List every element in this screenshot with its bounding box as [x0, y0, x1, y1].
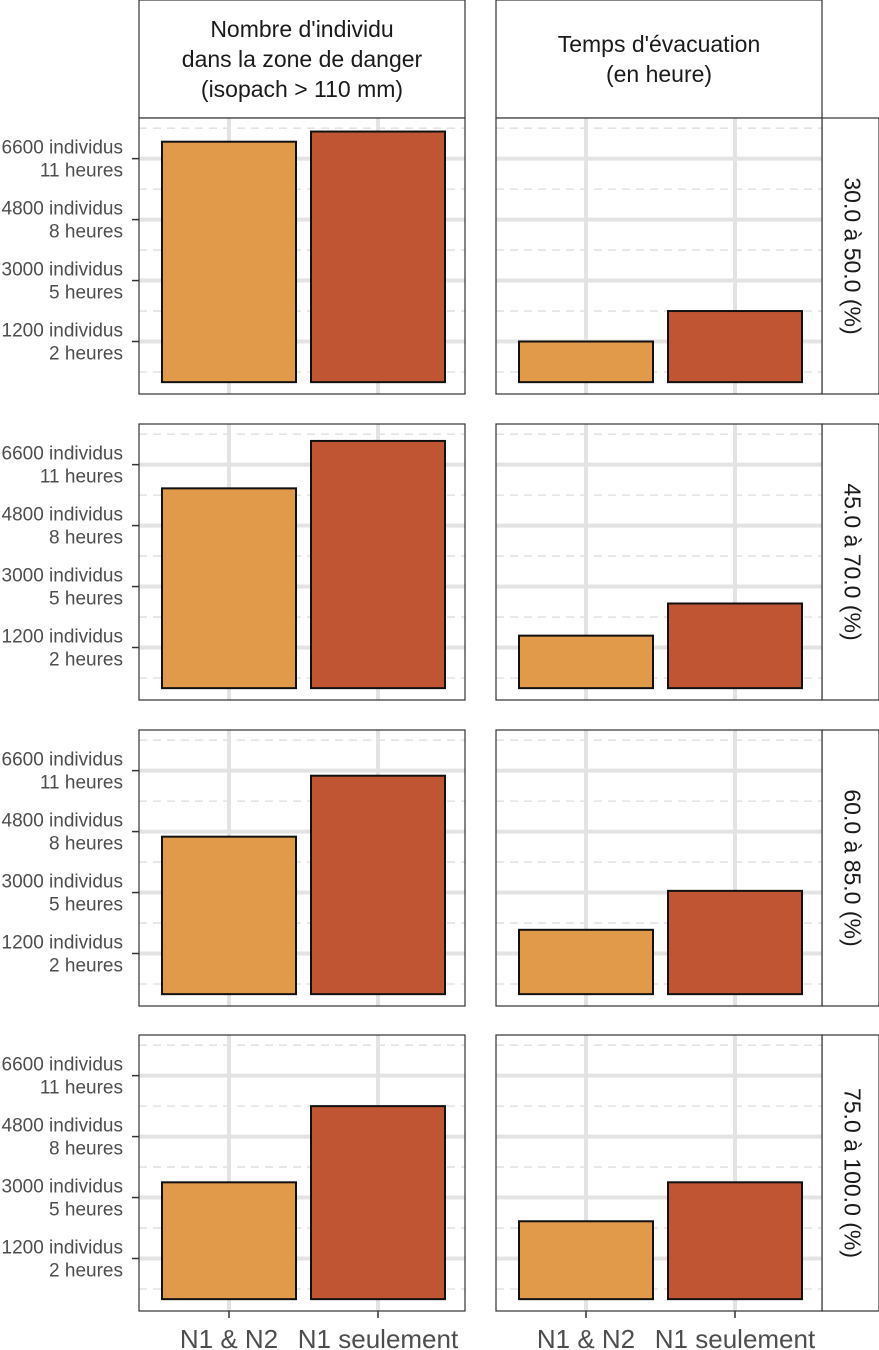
bar-n1-seulement	[667, 310, 803, 384]
y-tick-label: 8 heures	[49, 528, 123, 549]
y-tick-label: 4800 individus	[2, 1116, 123, 1137]
strip-right-row-3: 60.0 à 85.0 (%)	[821, 729, 879, 1007]
bar-n1-seulement	[667, 602, 803, 690]
y-tick-label: 11 heures	[40, 467, 123, 488]
row-label: 30.0 à 50.0 (%)	[839, 177, 865, 334]
panel-border	[138, 729, 466, 1007]
y-tick-label: 1200 individus	[2, 1238, 123, 1259]
y-tick-label: 11 heures	[40, 161, 123, 182]
x-tick-label: N1 & N2	[180, 1324, 278, 1350]
y-tick-label: 4800 individus	[2, 199, 123, 220]
y-tick-label: 1200 individus	[2, 321, 123, 342]
bar-n1-n2	[161, 487, 297, 690]
column-title-line: (en heure)	[606, 61, 712, 87]
y-tick-label: 3000 individus	[2, 566, 123, 587]
panel-border	[495, 1034, 823, 1312]
row-label: 60.0 à 85.0 (%)	[839, 789, 865, 946]
y-tick-label: 8 heures	[49, 222, 123, 243]
y-tick-label: 11 heures	[40, 773, 123, 794]
y-tick-label: 3000 individus	[2, 1177, 123, 1198]
strip-top-box	[495, 0, 823, 119]
bar-n1-n2	[161, 835, 297, 996]
y-tick-label: 2 heures	[49, 1261, 123, 1282]
strip-top-individus: Nombre d'individu dans la zone de danger (…	[138, 0, 466, 119]
y-tick-label: 2 heures	[49, 344, 123, 365]
strip-right-box	[821, 423, 879, 701]
row-label: 45.0 à 70.0 (%)	[839, 483, 865, 640]
row-label: 75.0 à 100.0 (%)	[839, 1088, 865, 1258]
panel-temps-row-2	[495, 423, 823, 701]
y-tick-label: 4800 individus	[2, 811, 123, 832]
x-tick-label: N1 seulement	[298, 1324, 459, 1350]
panel-temps-row-4: N1 & N2 N1 seulement	[495, 1034, 823, 1350]
y-tick-label: 5 heures	[49, 589, 123, 610]
y-tick-label: 3000 individus	[2, 260, 123, 281]
y-tick-label: 6600 individus	[2, 750, 123, 771]
y-tick-label: 2 heures	[49, 650, 123, 671]
strip-top-box	[138, 0, 466, 119]
bar-n1-n2	[161, 140, 297, 384]
y-tick-label: 4800 individus	[2, 505, 123, 526]
column-title-line: dans la zone de danger	[182, 46, 423, 72]
bar-n1-seulement	[310, 1105, 446, 1301]
y-tick-label: 5 heures	[49, 1200, 123, 1221]
y-tick-label: 8 heures	[49, 1139, 123, 1160]
panel-temps-row-3	[495, 729, 823, 1007]
bar-n1-seulement	[310, 130, 446, 384]
bar-n1-n2	[518, 340, 654, 384]
y-tick-label: 1200 individus	[2, 627, 123, 648]
y-tick-label: 6600 individus	[2, 444, 123, 465]
bar-n1-seulement	[310, 439, 446, 690]
panel-border	[138, 423, 466, 701]
strip-right-row-4: 75.0 à 100.0 (%)	[821, 1034, 879, 1312]
panel-border	[495, 423, 823, 701]
strip-right-box	[821, 729, 879, 1007]
strip-right-box	[821, 117, 879, 395]
y-tick-label: 11 heures	[40, 1078, 123, 1099]
column-title-line: Temps d'évacuation	[558, 31, 761, 57]
strip-top-temps: Temps d'évacuation (en heure)	[495, 0, 823, 119]
bar-n1-seulement	[667, 889, 803, 996]
bar-n1-n2	[518, 1220, 654, 1301]
y-tick-label: 6600 individus	[2, 138, 123, 159]
y-tick-label: 5 heures	[49, 895, 123, 916]
y-tick-label: 5 heures	[49, 283, 123, 304]
strip-right-row-2: 45.0 à 70.0 (%)	[821, 423, 879, 701]
column-title-line: (isopach > 110 mm)	[201, 76, 403, 102]
y-tick-label: 8 heures	[49, 834, 123, 855]
bar-n1-n2	[518, 928, 654, 996]
panel-temps-row-1	[495, 117, 823, 395]
panel-border	[495, 117, 823, 395]
y-tick-label: 1200 individus	[2, 933, 123, 954]
bar-n1-n2	[161, 1181, 297, 1301]
bar-n1-seulement	[667, 1181, 803, 1301]
bar-n1-n2	[518, 634, 654, 690]
panel-border	[495, 729, 823, 1007]
x-tick-label: N1 seulement	[655, 1324, 816, 1350]
x-tick-label: N1 & N2	[537, 1324, 635, 1350]
column-title-line: Nombre d'individu	[210, 16, 393, 42]
y-tick-label: 2 heures	[49, 956, 123, 977]
strip-right-row-1: 30.0 à 50.0 (%)	[821, 117, 879, 395]
bar-n1-seulement	[310, 774, 446, 996]
y-tick-label: 6600 individus	[2, 1055, 123, 1076]
y-tick-label: 3000 individus	[2, 872, 123, 893]
panel-border	[138, 1034, 466, 1312]
panel-border	[138, 117, 466, 395]
